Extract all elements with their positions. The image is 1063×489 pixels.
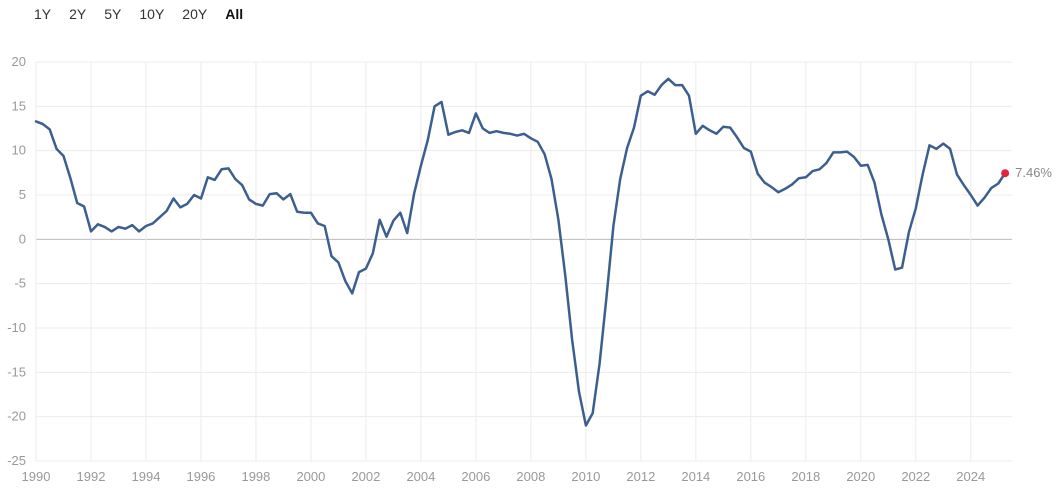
y-tick-label: -20 bbox=[7, 409, 26, 424]
range-button-2y[interactable]: 2Y bbox=[69, 6, 87, 22]
x-tick-label: 2008 bbox=[516, 469, 545, 484]
x-tick-label: 2018 bbox=[791, 469, 820, 484]
range-button-20y[interactable]: 20Y bbox=[182, 6, 208, 22]
range-selector: 1Y 2Y 5Y 10Y 20Y All bbox=[34, 6, 261, 22]
y-tick-label: -10 bbox=[7, 320, 26, 335]
x-tick-label: 1992 bbox=[77, 469, 106, 484]
y-tick-label: 0 bbox=[19, 231, 26, 246]
x-tick-label: 1994 bbox=[132, 469, 161, 484]
x-tick-label: 2002 bbox=[351, 469, 380, 484]
current-value-label: 7.46% bbox=[1015, 165, 1052, 180]
x-axis: 1990 1992 1994 1996 1998 2000 2002 2004 2006 2008… bbox=[22, 469, 986, 484]
y-tick-label: 5 bbox=[19, 187, 26, 202]
x-tick-label: 2016 bbox=[736, 469, 765, 484]
x-tick-label: 2010 bbox=[571, 469, 600, 484]
series-line bbox=[34, 77, 1007, 427]
x-tick-label: 2014 bbox=[681, 469, 710, 484]
series-layer bbox=[34, 77, 1010, 427]
grid-lines bbox=[35, 61, 1012, 462]
y-tick-label: -15 bbox=[7, 364, 26, 379]
x-tick-label: 2022 bbox=[901, 469, 930, 484]
x-tick-label: 2012 bbox=[626, 469, 655, 484]
x-tick-label: 1990 bbox=[22, 469, 51, 484]
x-tick-label: 2020 bbox=[846, 469, 875, 484]
x-tick-label: 2004 bbox=[406, 469, 435, 484]
y-tick-label: -25 bbox=[7, 453, 26, 468]
current-value-marker bbox=[1001, 169, 1010, 178]
range-button-1y[interactable]: 1Y bbox=[34, 6, 52, 22]
y-axis: 20 15 10 5 0 -5 -10 -15 -20 -25 bbox=[7, 54, 26, 468]
x-tick-label: 2024 bbox=[956, 469, 985, 484]
y-tick-label: 20 bbox=[12, 54, 26, 69]
range-button-5y[interactable]: 5Y bbox=[104, 6, 122, 22]
x-tick-label: 1998 bbox=[241, 469, 270, 484]
range-button-10y[interactable]: 10Y bbox=[139, 6, 165, 22]
x-tick-label: 1996 bbox=[186, 469, 215, 484]
x-tick-label: 2000 bbox=[296, 469, 325, 484]
y-tick-label: -5 bbox=[14, 276, 26, 291]
y-tick-label: 15 bbox=[12, 98, 26, 113]
range-button-all[interactable]: All bbox=[225, 6, 244, 22]
y-tick-label: 10 bbox=[12, 143, 26, 158]
x-tick-label: 2006 bbox=[461, 469, 490, 484]
